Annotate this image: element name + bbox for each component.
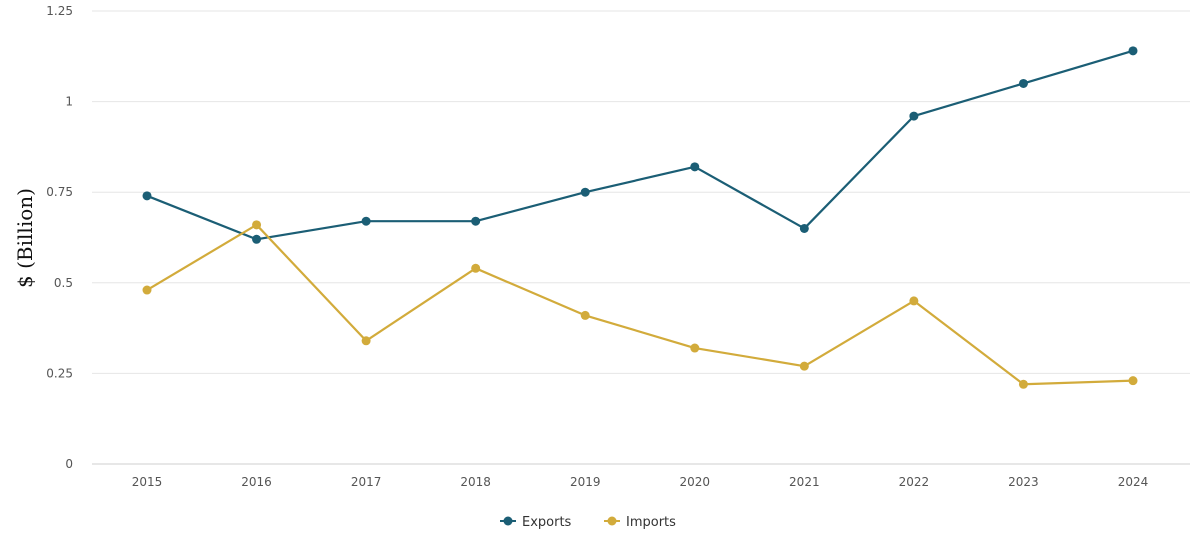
series-line-exports — [146, 49, 1134, 241]
x-tick-label: 2016 — [241, 475, 272, 489]
data-point-exports[interactable] — [1128, 46, 1138, 56]
x-tick-label: 2018 — [460, 475, 491, 489]
data-point-exports[interactable] — [252, 234, 262, 244]
y-tick-label: 0.75 — [46, 185, 73, 199]
grid — [92, 10, 1190, 465]
y-tick-label: 0 — [65, 457, 73, 471]
y-tick-label: 0.5 — [54, 276, 73, 290]
series-imports — [142, 220, 1138, 389]
series-line-imports — [146, 223, 1134, 386]
data-point-exports[interactable] — [580, 187, 590, 197]
data-point-imports[interactable] — [580, 310, 590, 320]
y-tick-label: 0.25 — [46, 366, 73, 380]
data-point-exports[interactable] — [471, 216, 481, 226]
data-point-exports[interactable] — [142, 191, 152, 201]
legend-label: Exports — [522, 515, 572, 530]
data-point-exports[interactable] — [361, 216, 371, 226]
legend-item-imports[interactable]: Imports — [604, 515, 676, 530]
y-tick-label: 1 — [65, 95, 73, 109]
data-point-exports[interactable] — [799, 223, 809, 233]
series — [142, 46, 1138, 389]
x-tick-label: 2017 — [351, 475, 382, 489]
data-point-exports[interactable] — [1018, 78, 1028, 88]
data-point-exports[interactable] — [909, 111, 919, 121]
legend-item-exports[interactable]: Exports — [500, 515, 572, 530]
x-tick-label: 2020 — [680, 475, 711, 489]
series-exports — [142, 46, 1138, 244]
x-tick-label: 2023 — [1008, 475, 1039, 489]
data-point-imports[interactable] — [1018, 379, 1028, 389]
data-point-imports[interactable] — [799, 361, 809, 371]
x-tick-label: 2015 — [132, 475, 163, 489]
data-point-imports[interactable] — [1128, 376, 1138, 386]
legend-label: Imports — [626, 515, 676, 530]
x-tick-label: 2021 — [789, 475, 820, 489]
data-point-imports[interactable] — [252, 220, 262, 230]
x-tick-label: 2019 — [570, 475, 601, 489]
data-point-imports[interactable] — [361, 336, 371, 346]
data-point-imports[interactable] — [142, 285, 152, 295]
y-tick-label: 1.25 — [46, 4, 73, 18]
x-tick-label: 2022 — [899, 475, 930, 489]
data-point-imports[interactable] — [909, 296, 919, 306]
legend-swatch-marker — [607, 516, 617, 526]
data-point-imports[interactable] — [690, 343, 700, 353]
x-axis-ticks: 2015 2016 2017 2018 2019 2020 2021 2022 2023 2024 — [132, 475, 1149, 489]
legend-swatch-marker — [503, 516, 513, 526]
y-axis-title: $ (Billion) — [13, 188, 37, 288]
data-point-exports[interactable] — [690, 162, 700, 172]
legend: Exports Imports — [500, 515, 676, 530]
y-axis-ticks: 0 0.25 0.5 0.75 1 1.25 — [46, 4, 73, 471]
x-tick-label: 2024 — [1118, 475, 1149, 489]
data-point-imports[interactable] — [471, 263, 481, 273]
